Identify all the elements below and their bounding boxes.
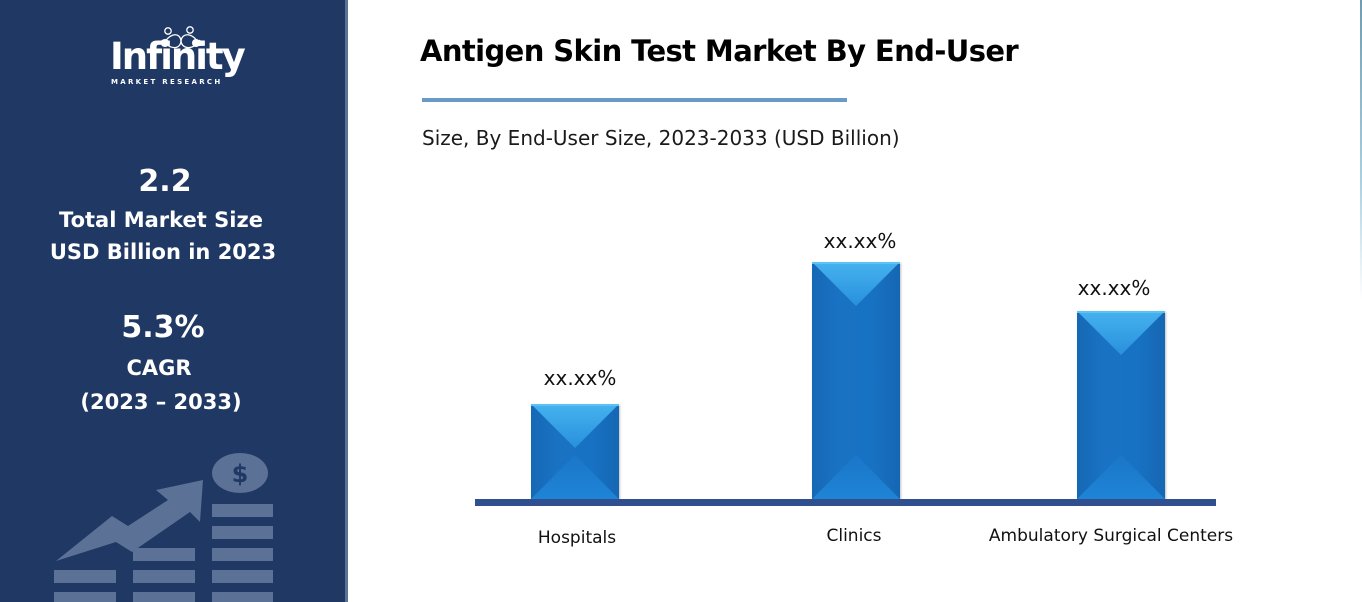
title-underline xyxy=(422,98,847,102)
category-label-clinics: Clinics xyxy=(826,526,882,546)
category-label-ambulatory: Ambulatory Surgical Centers xyxy=(988,526,1234,546)
svg-text:$: $ xyxy=(232,460,249,488)
bar-ambulatory-surgical-centers xyxy=(1077,311,1165,499)
bar-clinics xyxy=(812,262,900,499)
chart-title: Antigen Skin Test Market By End-User xyxy=(420,34,1019,68)
right-border xyxy=(1360,0,1362,300)
brand-tagline: MARKET RESEARCH xyxy=(111,78,223,86)
sidebar-panel: Infinity MARKET RESEARCH 2.2 Total Marke… xyxy=(0,0,345,602)
market-size-value: 2.2 xyxy=(138,164,192,199)
x-axis-baseline xyxy=(475,499,1216,506)
cagr-label: CAGR xyxy=(126,356,192,380)
sidebar-divider xyxy=(345,0,348,602)
data-label-ambulatory: xx.xx% xyxy=(1077,276,1151,300)
cagr-period: (2023 – 2033) xyxy=(80,390,242,414)
brand-logo: Infinity MARKET RESEARCH xyxy=(104,26,246,92)
data-label-hospitals: xx.xx% xyxy=(543,366,617,390)
category-label-hospitals: Hospitals xyxy=(537,528,617,548)
data-label-clinics: xx.xx% xyxy=(823,229,897,253)
brand-name: Infinity xyxy=(110,35,246,78)
logo-figures-icon xyxy=(161,26,201,49)
chart-subtitle: Size, By End-User Size, 2023-2033 (USD B… xyxy=(422,126,900,150)
market-size-label-line1: Total Market Size xyxy=(59,208,263,232)
bar-hospitals xyxy=(531,404,619,499)
growth-chart-dollar-icon: $ xyxy=(54,453,273,602)
cagr-value: 5.3% xyxy=(121,310,205,345)
market-size-label-line2: USD Billion in 2023 xyxy=(49,240,277,264)
